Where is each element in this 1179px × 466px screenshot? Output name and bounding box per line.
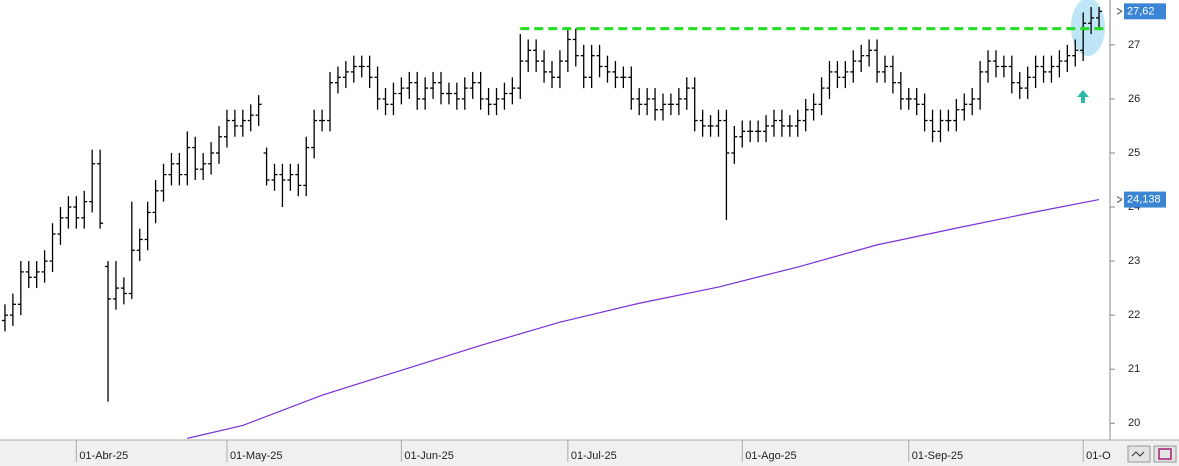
x-tick-label: 01-Sep-25 (912, 450, 963, 462)
last-value-pointer (1116, 196, 1123, 203)
y-tick-label: 25 (1128, 147, 1140, 159)
up-arrow (1077, 90, 1089, 103)
toggle-icon (1131, 451, 1145, 457)
toggle-button[interactable] (1127, 445, 1151, 463)
x-tick-label: 01-Jun-25 (404, 450, 454, 462)
y-tick-label: 26 (1128, 93, 1140, 105)
last-value-box (1124, 3, 1166, 20)
y-tick-label: 27 (1128, 39, 1140, 51)
x-tick-label: 01-O (1086, 450, 1111, 462)
last-value-label: 27,62 (1127, 5, 1155, 17)
x-tick-label: 01-May-25 (230, 450, 283, 462)
x-tick-label: 01-Ago-25 (745, 450, 796, 462)
x-tick-label: 01-Abr-25 (79, 450, 128, 462)
y-tick-label: 20 (1128, 417, 1140, 429)
y-tick-label: 22 (1128, 309, 1140, 321)
save-icon (1158, 448, 1172, 460)
last-value-pointer (1116, 7, 1123, 15)
moving-average-line (187, 198, 1100, 439)
x-axis-strip (0, 440, 1179, 466)
y-tick-label: 21 (1128, 363, 1140, 375)
last-value-box (1124, 191, 1166, 208)
last-value-label: 24,138 (1127, 193, 1161, 205)
x-tick-label: 01-Jul-25 (571, 450, 617, 462)
y-tick-label: 23 (1128, 255, 1140, 267)
